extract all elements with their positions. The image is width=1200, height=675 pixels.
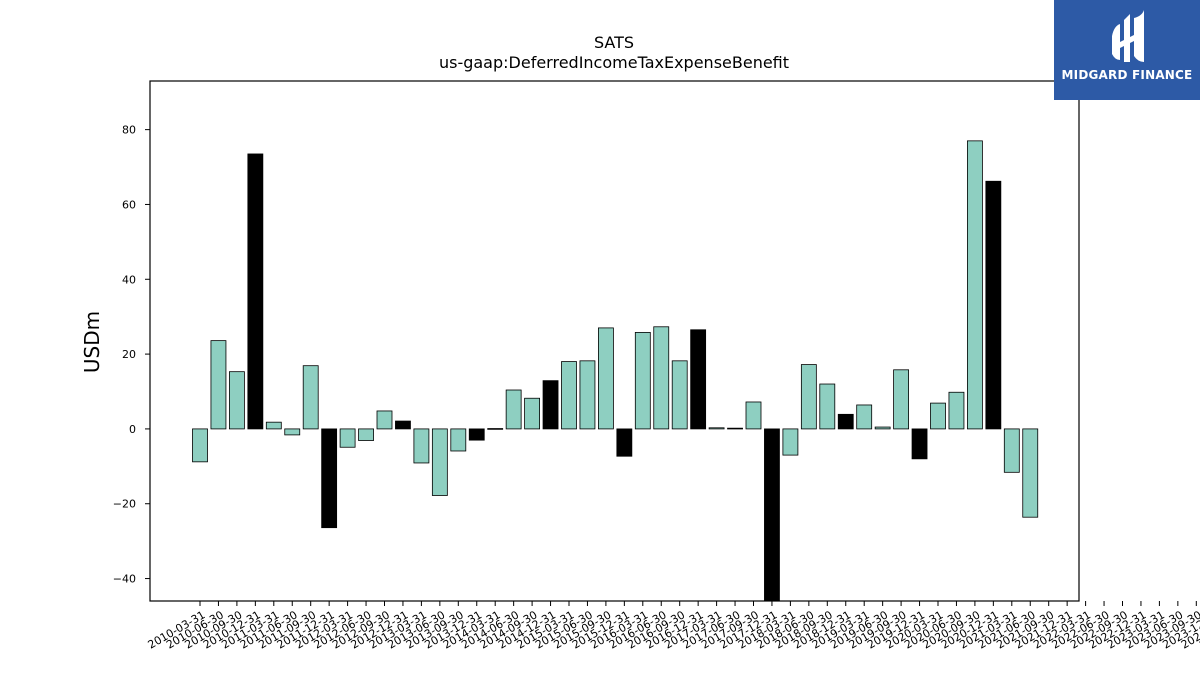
bar-2010-12-31 <box>247 153 264 430</box>
bar-2018-03-31 <box>782 428 799 456</box>
bar-2013-06-30 <box>431 428 448 496</box>
bar-2011-09-30 <box>302 365 319 430</box>
y-tick-label: −40 <box>113 573 136 586</box>
bar-2016-03-31 <box>634 331 651 430</box>
bar-2011-03-31 <box>265 421 282 430</box>
brand-name: MIDGARD FINANCE <box>1061 68 1193 82</box>
chart-subtitle: us-gaap:DeferredIncomeTaxExpenseBenefit <box>439 53 789 72</box>
y-tick-label: 60 <box>122 198 136 211</box>
bar-2011-12-31 <box>321 428 338 529</box>
bar-2010-09-30 <box>228 371 245 430</box>
brand-logo: MIDGARD FINANCE <box>1054 0 1200 100</box>
y-tick-label: 40 <box>122 273 136 286</box>
bar-2017-03-31 <box>708 427 725 430</box>
bar-2010-06-30 <box>210 340 227 430</box>
bar-2016-06-30 <box>653 326 670 430</box>
bar-2015-09-30 <box>598 327 614 430</box>
bar-2016-09-30 <box>671 360 688 430</box>
bar-2014-09-30 <box>524 397 540 430</box>
bar-2020-06-30 <box>948 391 965 430</box>
bar-2019-06-30 <box>874 426 891 430</box>
bar-2012-06-30 <box>358 428 374 441</box>
bar-2020-12-31 <box>985 180 1002 430</box>
bar-2013-03-31 <box>413 428 430 464</box>
bar-2019-09-30 <box>893 369 909 430</box>
bar-2020-03-31 <box>930 402 946 430</box>
bar-2020-09-30 <box>967 140 983 430</box>
bar-2018-09-30 <box>819 383 836 430</box>
x-ticks: 2010-03-312010-06-302010-09-302010-12-31… <box>146 601 1200 652</box>
bar-2017-06-30 <box>727 427 743 430</box>
bar-2015-12-31 <box>616 428 633 457</box>
y-tick-label: 80 <box>122 124 136 137</box>
bar-2019-03-31 <box>856 404 873 430</box>
bar-2017-09-30 <box>745 401 762 430</box>
bar-2015-03-31 <box>561 361 577 430</box>
bar-2015-06-30 <box>579 360 596 430</box>
chart-title: SATS <box>594 33 634 52</box>
y-ticks: −40 −20 0 20 40 60 80 <box>113 124 150 586</box>
bar-2014-03-31 <box>487 428 504 430</box>
bar-2017-12-31 <box>764 428 780 602</box>
y-axis-label: USDm <box>80 311 104 373</box>
bar-2010-03-31 <box>192 428 208 463</box>
midgard-logo-icon <box>1112 10 1144 62</box>
bar-2012-12-31 <box>395 420 411 430</box>
y-tick-label: 20 <box>122 348 136 361</box>
bar-2014-12-31 <box>542 380 559 430</box>
bar-2019-12-31 <box>911 428 928 460</box>
bar-2014-06-30 <box>505 389 522 430</box>
bar-2011-06-30 <box>284 428 301 436</box>
bars-layer <box>192 140 1039 602</box>
y-tick-label: 0 <box>129 423 136 436</box>
bar-2018-12-31 <box>837 413 854 430</box>
bar-2012-03-31 <box>339 428 356 448</box>
bar-2021-06-30 <box>1022 428 1039 518</box>
plot-frame <box>149 80 1080 602</box>
bar-2016-12-31 <box>690 329 707 430</box>
bar-2012-09-30 <box>376 410 393 430</box>
y-tick-label: −20 <box>113 498 136 511</box>
bar-2018-06-30 <box>800 364 817 430</box>
bar-2021-03-31 <box>1003 428 1020 473</box>
bar-2013-12-31 <box>468 428 485 441</box>
bar-2013-09-30 <box>450 428 467 452</box>
